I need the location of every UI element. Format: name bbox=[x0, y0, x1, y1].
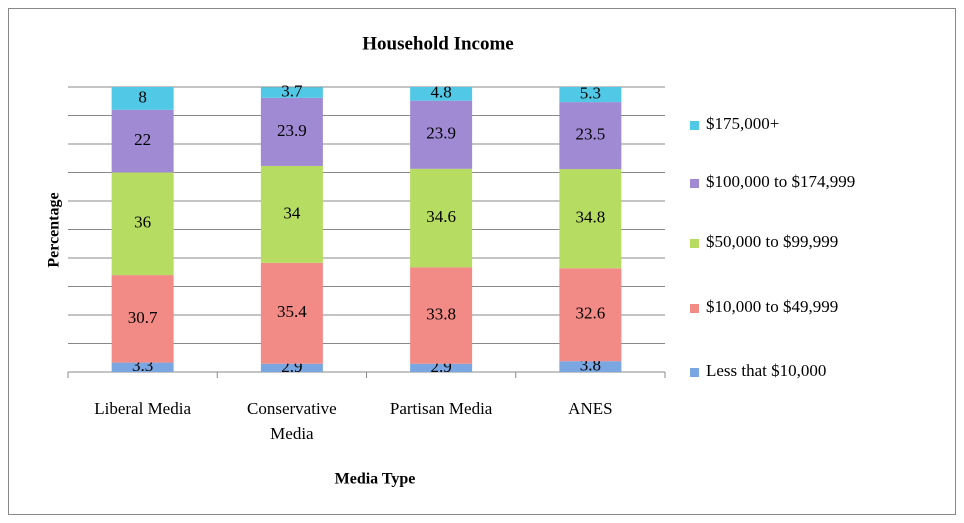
data-label: 34.6 bbox=[426, 207, 456, 226]
bar-segment bbox=[410, 363, 473, 372]
bar-segment bbox=[260, 165, 323, 263]
bar-segment bbox=[559, 87, 622, 103]
bar-segment bbox=[260, 363, 323, 372]
bar-segment bbox=[559, 361, 622, 372]
x-tick-label: ANES bbox=[568, 399, 612, 418]
bar-segment bbox=[111, 275, 174, 363]
x-tick-label-line: Liberal Media bbox=[94, 399, 191, 418]
legend-swatch bbox=[690, 121, 699, 130]
x-tick-label: Conservative Media bbox=[247, 399, 337, 443]
bar-segment bbox=[260, 87, 323, 98]
legend-swatch bbox=[690, 179, 699, 188]
legend-swatch bbox=[690, 368, 699, 377]
data-label: 34.8 bbox=[576, 208, 606, 227]
legend-label: Less that $10,000 bbox=[706, 361, 826, 380]
x-axis-title: Media Type bbox=[335, 471, 416, 488]
data-label: 8 bbox=[138, 87, 147, 106]
data-label: 34 bbox=[283, 203, 301, 222]
bar-segment bbox=[111, 362, 174, 372]
x-tick-label-line: Media bbox=[270, 424, 314, 443]
data-label: 30.7 bbox=[128, 308, 158, 327]
x-tick-label-line: ANES bbox=[568, 399, 612, 418]
data-label: 33.8 bbox=[426, 304, 456, 323]
bar-segment bbox=[111, 172, 174, 276]
bar-segment bbox=[559, 169, 622, 269]
data-label: 35.4 bbox=[277, 302, 307, 321]
data-label: 36 bbox=[134, 213, 151, 232]
bar-segment bbox=[559, 102, 622, 170]
x-tick-label: Partisan Media bbox=[390, 399, 493, 418]
data-label: 5.3 bbox=[580, 83, 601, 102]
legend-label: $175,000+ bbox=[706, 114, 779, 133]
data-label: 23.9 bbox=[426, 124, 456, 143]
legend-label: $100,000 to $174,999 bbox=[706, 172, 855, 191]
bar-segment bbox=[111, 109, 174, 173]
data-label: 4.8 bbox=[431, 83, 452, 102]
bar-segment bbox=[559, 268, 622, 362]
bar-segment bbox=[410, 87, 473, 101]
bar-segment bbox=[111, 87, 174, 110]
legend-label: $10,000 to $49,999 bbox=[706, 297, 838, 316]
data-label: 32.6 bbox=[576, 304, 606, 323]
y-axis-title: Percentage bbox=[46, 192, 63, 267]
data-label: 22 bbox=[134, 130, 151, 149]
bar-segment bbox=[260, 97, 323, 166]
x-tick-label-line: Conservative bbox=[247, 399, 337, 418]
data-label: 23.5 bbox=[576, 124, 606, 143]
bar-segment bbox=[410, 100, 473, 169]
x-tick-label: Liberal Media bbox=[94, 399, 191, 418]
bar-segment bbox=[260, 262, 323, 364]
legend-label: $50,000 to $99,999 bbox=[706, 232, 838, 251]
legend-swatch bbox=[690, 304, 699, 313]
chart-title: Household Income bbox=[362, 33, 514, 54]
data-label: 23.9 bbox=[277, 121, 307, 140]
bar-segment bbox=[410, 168, 473, 268]
bar-segment bbox=[410, 267, 473, 364]
legend-swatch bbox=[690, 239, 699, 248]
x-tick-label-line: Partisan Media bbox=[390, 399, 493, 418]
data-label: 3.7 bbox=[281, 81, 303, 100]
